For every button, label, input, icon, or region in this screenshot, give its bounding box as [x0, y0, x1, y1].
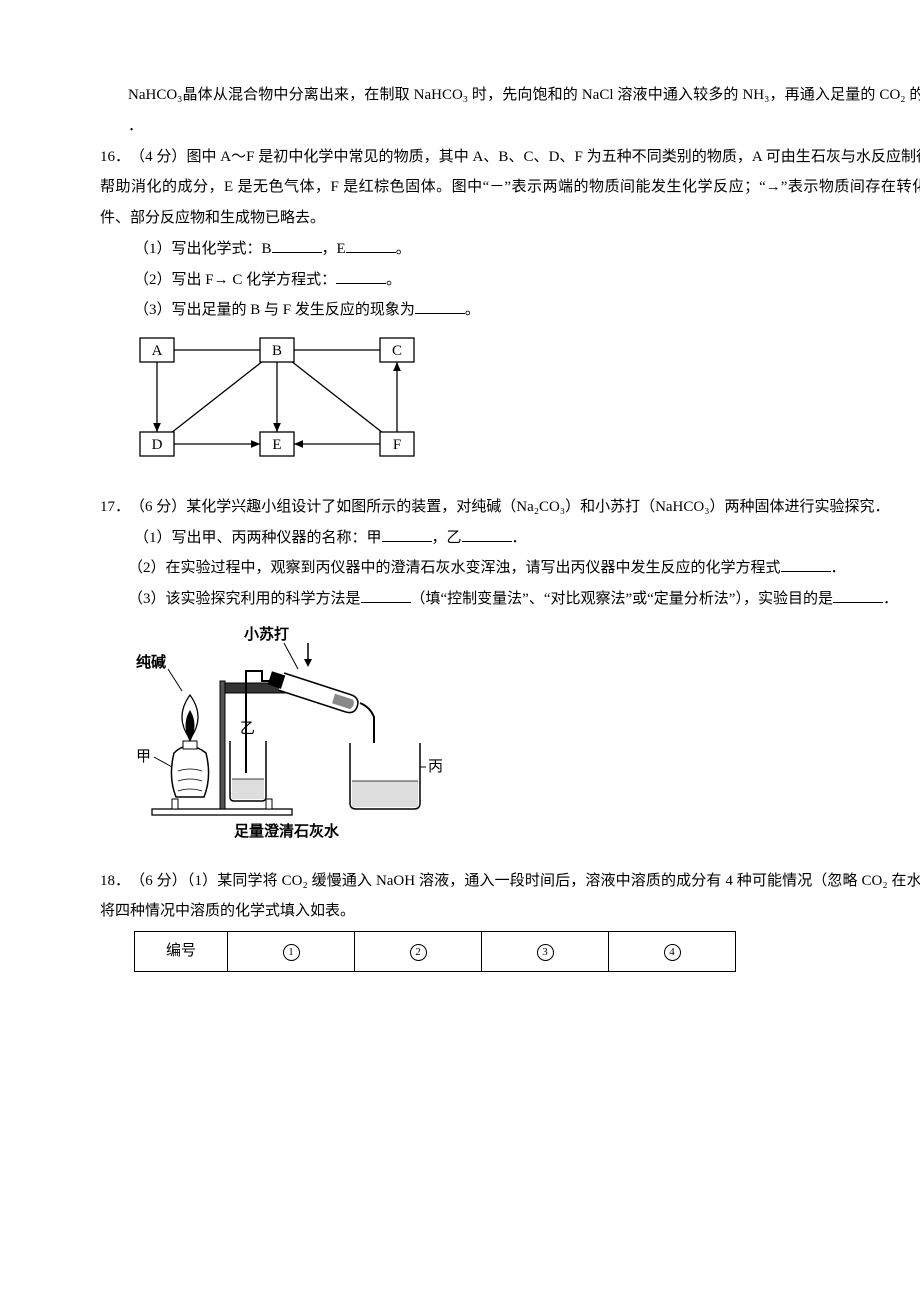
- q16-s2a: （2）写出 F→ C 化学方程式：: [134, 272, 336, 288]
- q16-s3a: （3）写出足量的 B 与 F 发生反应的现象为: [134, 302, 415, 318]
- q16-intro: 16．（4 分）图中 A～F 是初中化学中常见的物质，其中 A、B、C、D、F …: [100, 142, 920, 234]
- q17-s2a: （2）在实验过程中，观察到丙仪器中的澄清石灰水变浑浊，请写出丙仪器中发生反应的化…: [128, 560, 781, 576]
- svg-text:足量澄清石灰水: 足量澄清石灰水: [234, 822, 340, 840]
- q18-table: 编号 1 2 3 4: [134, 931, 736, 972]
- carryover-period: ．: [128, 118, 143, 134]
- blank-q16-b: [272, 238, 322, 253]
- q16-diagram-svg: A B C D E F: [134, 332, 434, 472]
- q16-number: 16．: [100, 142, 130, 173]
- q18-intro: 18．（6 分）（1）某同学将 CO₂ 缓慢通入 NaOH 溶液，通入一段时间后…: [100, 866, 920, 928]
- q16-sub3: （3）写出足量的 B 与 F 发生反应的现象为 。: [100, 295, 920, 326]
- q17-s3d: ．: [883, 591, 898, 607]
- svg-text:F: F: [393, 437, 401, 453]
- svg-text:C: C: [392, 343, 402, 359]
- q17-s3b: （填“控制变量法”、“对比观察法”或“定量分析法”），实验目的是: [411, 591, 833, 607]
- svg-text:纯碱: 纯碱: [136, 653, 166, 671]
- q17-s1b: ，乙: [432, 530, 462, 546]
- q17-points: （6 分）: [130, 499, 186, 515]
- circ-1: 1: [283, 944, 300, 961]
- svg-text:B: B: [272, 343, 282, 359]
- q17-sub3: （3）该实验探究利用的科学方法是 （填“控制变量法”、“对比观察法”或“定量分析法…: [100, 584, 920, 615]
- q18-number: 18．: [100, 866, 130, 897]
- circ-3: 3: [537, 944, 554, 961]
- svg-text:E: E: [272, 437, 281, 453]
- q16-points: （4 分）: [130, 149, 186, 165]
- q16-diagram: A B C D E F: [100, 332, 920, 484]
- q17-sub2: （2）在实验过程中，观察到丙仪器中的澄清石灰水变浑浊，请写出丙仪器中发生反应的化…: [100, 553, 920, 584]
- blank-q16-eq: [336, 269, 386, 284]
- carryover-line: NaHCO₃晶体从混合物中分离出来，在制取 NaHCO₃ 时，先向饱和的 NaC…: [100, 80, 920, 142]
- blank-q16-e: [346, 238, 396, 253]
- q18-table-row: 编号 1 2 3 4: [135, 932, 736, 972]
- q16-intro-text: 图中 A～F 是初中化学中常见的物质，其中 A、B、C、D、F 为五种不同类别的…: [100, 149, 920, 227]
- q17-s2c: ．: [831, 560, 846, 576]
- circ-2: 2: [410, 944, 427, 961]
- q18-col-4: 4: [609, 932, 736, 972]
- q16-s3c: 。: [465, 302, 480, 318]
- blank-q17-method: [361, 589, 411, 604]
- q16-sub2: （2）写出 F→ C 化学方程式： 。: [100, 265, 920, 296]
- q17-apparatus: 纯碱甲 乙 小苏打丙足量澄清石灰水: [100, 621, 920, 858]
- q17-number: 17．: [100, 492, 130, 523]
- q17-s1a: （1）写出甲、丙两种仪器的名称：甲: [134, 530, 382, 546]
- blank-q17-yi: [462, 527, 512, 542]
- svg-text:乙: 乙: [240, 721, 255, 737]
- q16-s2c: 。: [386, 272, 401, 288]
- svg-text:D: D: [152, 437, 163, 453]
- q17-intro: 17．（6 分）某化学兴趣小组设计了如图所示的装置，对纯碱（Na₂CO₃）和小苏…: [100, 492, 920, 523]
- q16-s1a: （1）写出化学式：B: [134, 241, 272, 257]
- blank-q16-phen: [415, 300, 465, 315]
- svg-text:小苏打: 小苏打: [244, 625, 289, 643]
- blank-q17-eq: [781, 558, 831, 573]
- q17-intro-text: 某化学兴趣小组设计了如图所示的装置，对纯碱（Na₂CO₃）和小苏打（NaHCO₃…: [186, 499, 889, 515]
- q18-table-label: 编号: [135, 932, 228, 972]
- q18-col-3: 3: [482, 932, 609, 972]
- q16-sub1: （1）写出化学式：B ，E 。: [100, 234, 920, 265]
- q17-apparatus-svg: 纯碱甲 乙 小苏打丙足量澄清石灰水: [134, 621, 444, 846]
- svg-text:甲: 甲: [136, 749, 151, 765]
- q17-s1c: ．: [512, 530, 527, 546]
- q18-intro-text: （1）某同学将 CO₂ 缓慢通入 NaOH 溶液，通入一段时间后，溶液中溶质的成…: [100, 873, 920, 920]
- q18-col-1: 1: [228, 932, 355, 972]
- q17-s3a: （3）该实验探究利用的科学方法是: [128, 591, 361, 607]
- carryover-text: NaHCO₃晶体从混合物中分离出来，在制取 NaHCO₃ 时，先向饱和的 NaC…: [128, 87, 920, 103]
- svg-text:A: A: [152, 343, 163, 359]
- q18-col-2: 2: [355, 932, 482, 972]
- q16-s1b: ，E: [322, 241, 346, 257]
- circ-4: 4: [664, 944, 681, 961]
- blank-q17-purpose: [833, 589, 883, 604]
- svg-text:丙: 丙: [428, 759, 443, 775]
- q17-sub1: （1）写出甲、丙两种仪器的名称：甲 ，乙 ．: [100, 523, 920, 554]
- blank-q17-jia: [382, 527, 432, 542]
- q18-points: （6 分）: [130, 873, 187, 889]
- q16-s1c: 。: [396, 241, 411, 257]
